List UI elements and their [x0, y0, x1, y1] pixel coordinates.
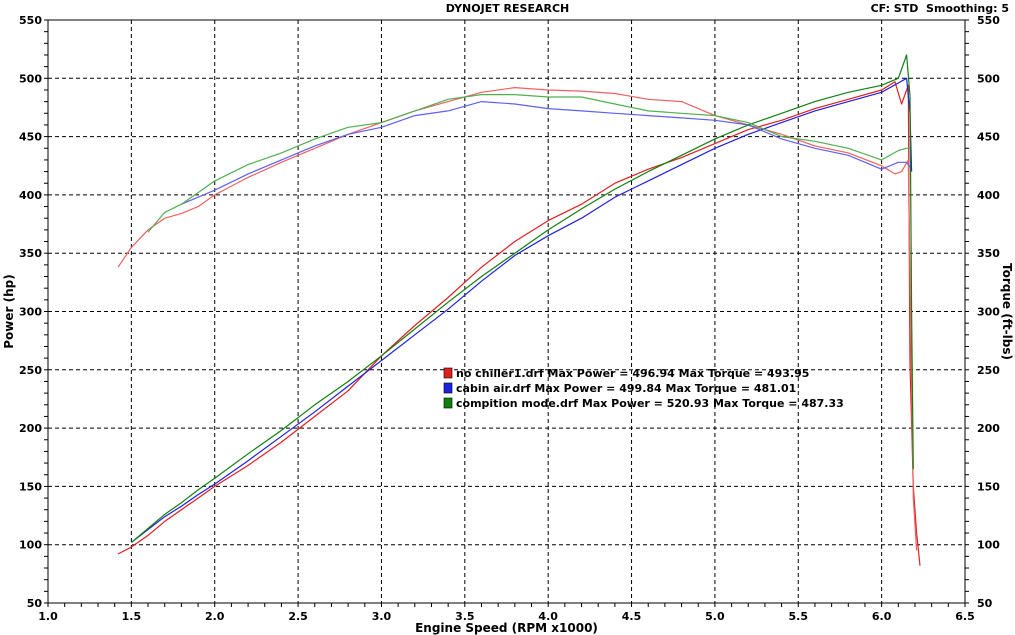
x-tick-label: 3.0: [372, 610, 392, 623]
y-tick-label-right: 200: [977, 422, 1000, 435]
no-chiller1-drf-power-line: [117, 81, 921, 566]
legend-swatch: [443, 397, 453, 409]
x-tick-label: 2.5: [288, 610, 308, 623]
cabin-air-drf-torque-line: [181, 100, 911, 205]
y-tick-label-left: 350: [19, 247, 42, 260]
x-tick-label: 5.5: [789, 610, 809, 623]
y-tick-label-right: 350: [977, 247, 1000, 260]
y-axis-left: 50 100 150 200 250 300 350 400 450 500 550: [19, 14, 48, 610]
y-axis-right: 50 100 150 200 250 300 350 400 450 500 550: [965, 14, 1000, 610]
x-tick-label: 3.5: [455, 610, 475, 623]
cf-smoothing-label: CF: STD Smoothing: 5: [871, 2, 1009, 15]
cabin-air-drf-power-line: [131, 77, 913, 543]
y-tick-label-left: 200: [19, 422, 42, 435]
legend-entry: cabin air.drf Max Power = 499.84 Max Tor…: [456, 382, 796, 395]
x-tick-label: 5.0: [705, 610, 725, 623]
y-tick-label-left: 50: [27, 597, 43, 610]
y-axis-label-right: Torque (ft-lbs): [1000, 263, 1014, 360]
y-tick-label-right: 100: [977, 539, 1000, 552]
y-tick-label-right: 150: [977, 480, 1000, 493]
no-chiller1-drf-torque-line: [117, 86, 918, 551]
y-tick-label-right: 450: [977, 131, 1000, 144]
series-lines: [117, 54, 921, 566]
x-tick-label: 4.0: [538, 610, 558, 623]
x-tick-label: 6.0: [872, 610, 892, 623]
legend: no chiller1.drf Max Power = 496.94 Max T…: [443, 367, 844, 410]
y-tick-label-right: 300: [977, 306, 1000, 319]
x-tick-label: 1.0: [38, 610, 58, 623]
y-tick-label-left: 550: [19, 14, 42, 27]
y-tick-label-right: 550: [977, 14, 1000, 27]
x-tick-label: 1.5: [122, 610, 142, 623]
y-tick-label-left: 250: [19, 364, 42, 377]
legend-entry: no chiller1.drf Max Power = 496.94 Max T…: [456, 367, 809, 380]
y-tick-label-right: 500: [977, 72, 1000, 85]
legend-swatch: [443, 382, 453, 394]
y-tick-label-left: 500: [19, 72, 42, 85]
y-tick-label-left: 450: [19, 131, 42, 144]
legend-swatch: [443, 367, 453, 379]
y-tick-label-left: 400: [19, 189, 42, 202]
y-tick-label-left: 300: [19, 306, 42, 319]
grid: [48, 20, 965, 603]
x-tick-label: 4.5: [622, 610, 642, 623]
y-tick-label-right: 400: [977, 189, 1000, 202]
y-tick-label-right: 250: [977, 364, 1000, 377]
smoothing-label: Smoothing: 5: [926, 2, 1009, 15]
x-axis: 1.0 1.5 2.0 2.5 3.0 3.5 4.0 4.5 5.0 5.5 6.0 6.5: [38, 603, 975, 623]
y-axis-label-left: Power (hp): [2, 274, 16, 348]
x-axis-label: Engine Speed (RPM x1000): [415, 621, 598, 635]
chart-title: DYNOJET RESEARCH: [445, 2, 570, 15]
legend-entry: compition mode.drf Max Power = 520.93 Ma…: [456, 397, 844, 410]
y-tick-label-left: 150: [19, 480, 42, 493]
y-tick-label-left: 100: [19, 539, 42, 552]
x-tick-label: 2.0: [205, 610, 225, 623]
compition-mode-drf-power-line: [131, 54, 914, 543]
x-tick-label: 6.5: [955, 610, 975, 623]
y-tick-label-right: 50: [977, 597, 993, 610]
cf-label: CF: STD: [870, 2, 919, 15]
compition-mode-drf-torque-line: [147, 93, 910, 233]
